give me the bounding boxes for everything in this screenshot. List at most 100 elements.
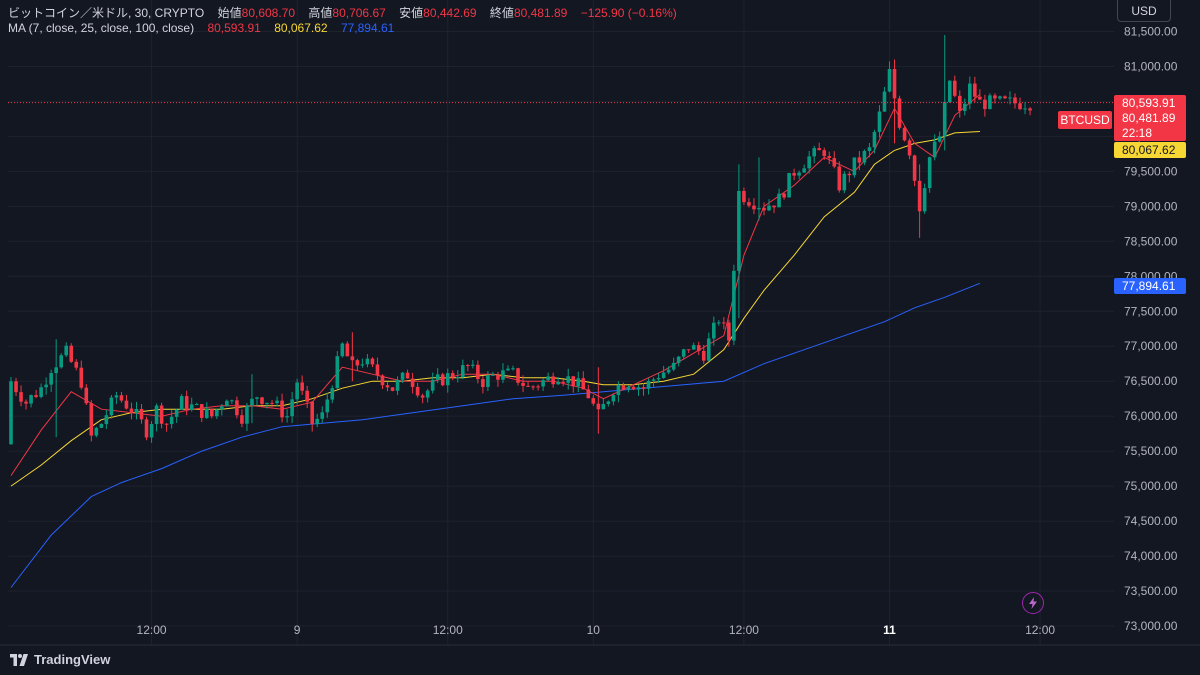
chart-grid (0, 0, 1200, 646)
candle-body (420, 395, 425, 398)
candle-body (932, 141, 937, 158)
candle-body (114, 395, 119, 398)
candle-body (395, 379, 400, 391)
candle-body (129, 408, 134, 413)
candle-body (99, 423, 104, 428)
candle-body (405, 372, 410, 379)
candle-body (626, 386, 631, 390)
candle-body (255, 397, 259, 399)
candle-body (44, 384, 48, 388)
currency-button[interactable]: USD (1117, 0, 1171, 22)
candle-body (501, 370, 505, 380)
candle-body (491, 374, 495, 376)
candle-body (767, 205, 771, 211)
legend-ma[interactable]: MA (7, close, 25, close, 100, close) 80,… (8, 21, 394, 35)
candle-body (526, 385, 530, 387)
candle-body (892, 69, 897, 99)
ma100-path (10, 282, 981, 588)
candle-body (636, 387, 641, 390)
candle-body (330, 388, 335, 400)
ma25-value: 80,067.62 (274, 21, 328, 35)
candle-body (676, 356, 681, 363)
ma100-line (10, 282, 981, 588)
candle-body (681, 349, 686, 357)
candle-body (240, 415, 244, 424)
candle-body (787, 173, 791, 198)
last-price-tag-bg (1114, 95, 1186, 141)
candle-body (350, 356, 355, 361)
candle-body (812, 148, 816, 157)
candle-body (290, 399, 294, 417)
candle-body (390, 387, 395, 391)
high-label: 高値 (308, 6, 333, 20)
candle-body (471, 364, 475, 366)
candle-body (701, 350, 706, 361)
low-label: 安値 (399, 6, 424, 20)
brand-name: TradingView (34, 652, 111, 667)
candle-body (295, 382, 299, 400)
candle-body (666, 369, 671, 373)
candles-layer (9, 34, 1032, 446)
high-value: 80,706.67 (332, 6, 386, 20)
candle-body (837, 166, 842, 191)
candle-body (983, 99, 987, 110)
candle-body (576, 378, 581, 387)
candle-body (862, 151, 867, 163)
candle-body (616, 385, 621, 396)
legend-ohlc: ビットコイン／米ドル, 30, CRYPTO 始値80,608.70 高値80,… (8, 4, 677, 21)
y-tick-label: 73,500.00 (1124, 584, 1178, 598)
candle-body (94, 427, 99, 436)
y-tick-label: 78,500.00 (1124, 234, 1178, 248)
candle-body (154, 405, 159, 425)
brand-logo[interactable]: TradingView (10, 652, 110, 667)
last-price-tag: 80,481.89 (1122, 111, 1176, 125)
candle-body (897, 98, 902, 128)
ma7-value: 80,593.91 (207, 21, 261, 35)
candle-body (496, 374, 500, 380)
candle-body (184, 396, 189, 410)
candle-body (24, 401, 28, 404)
low-value: 80,442.69 (423, 6, 477, 20)
candle-body (455, 377, 460, 379)
candle-body (902, 127, 907, 141)
ma100-tag: 77,894.61 (1122, 279, 1176, 293)
candle-body (476, 364, 480, 380)
candle-body (1003, 96, 1007, 99)
candle-body (792, 173, 796, 176)
candle-body (440, 374, 445, 386)
candle-body (646, 380, 651, 389)
candle-body (445, 373, 450, 386)
symbol-title: ビットコイン／米ドル, 30, CRYPTO (8, 6, 205, 20)
candle-body (466, 365, 470, 367)
candle-body (380, 375, 385, 386)
candle-body (59, 355, 63, 368)
candle-body (937, 136, 942, 142)
y-tick-label: 74,000.00 (1124, 549, 1178, 563)
candle-body (54, 367, 58, 374)
candle-body (541, 380, 545, 387)
candle-body (104, 415, 109, 424)
candle-body (686, 349, 691, 351)
candle-body (250, 398, 254, 406)
change-value: −125.90 (−0.16%) (580, 6, 677, 20)
candle-body (671, 362, 676, 370)
candle-body (882, 91, 887, 112)
ma100-tag-bg (1114, 278, 1186, 294)
candle-body (963, 103, 967, 111)
candle-body (39, 387, 43, 397)
candle-body (174, 409, 179, 417)
candle-body (651, 379, 656, 381)
candle-body (691, 345, 696, 350)
candle-body (737, 190, 741, 271)
flash-icon[interactable] (1022, 592, 1044, 614)
candle-body (450, 373, 455, 378)
x-tick-label: 9 (294, 623, 301, 637)
candle-body (325, 399, 330, 413)
candle-body (531, 386, 535, 388)
candle-body (215, 409, 219, 417)
candle-body (159, 405, 164, 424)
close-label: 終値 (489, 6, 514, 20)
candle-body (747, 202, 751, 206)
